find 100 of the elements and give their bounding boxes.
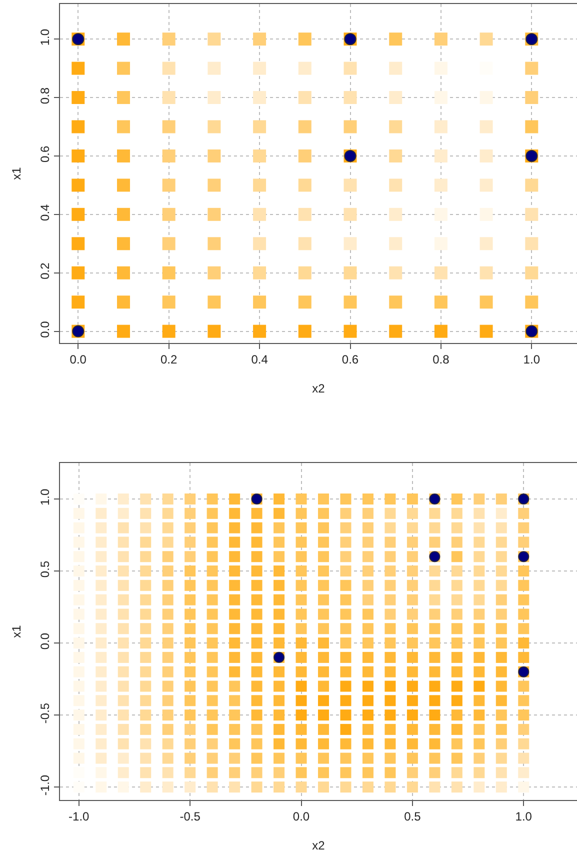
point (296, 680, 307, 692)
y-axis-title: x1 (10, 166, 24, 180)
point (96, 536, 107, 548)
point (253, 208, 266, 221)
point (251, 782, 262, 793)
point (362, 494, 374, 504)
point (118, 566, 129, 577)
point (140, 767, 152, 778)
point (229, 767, 240, 778)
point (73, 738, 84, 750)
point (73, 710, 84, 721)
point (451, 652, 462, 663)
point (318, 652, 329, 663)
y-tick-label: 0.5 (38, 560, 52, 578)
point (518, 623, 530, 634)
point (434, 32, 448, 46)
point (340, 638, 352, 649)
point (298, 296, 312, 309)
point (434, 208, 448, 221)
point (296, 652, 307, 663)
point (384, 710, 396, 721)
point (474, 522, 485, 534)
point (118, 623, 129, 634)
point (96, 724, 107, 735)
x-tick-label: -1.0 (68, 809, 90, 824)
point (116, 296, 130, 309)
point (118, 536, 129, 548)
point (96, 638, 107, 649)
point (251, 666, 262, 678)
point (434, 62, 448, 75)
point (340, 594, 352, 606)
point (206, 623, 218, 634)
point (340, 680, 352, 692)
point (298, 266, 312, 280)
point (429, 638, 440, 649)
point (362, 752, 374, 764)
point (429, 666, 440, 678)
point (434, 237, 448, 250)
point (298, 324, 312, 338)
point (474, 638, 485, 649)
point (384, 508, 396, 519)
point (362, 652, 374, 663)
point (384, 738, 396, 750)
point (518, 652, 530, 663)
point (451, 724, 462, 735)
point (406, 508, 418, 519)
y-tick-label: 0.4 (38, 204, 52, 221)
point (96, 623, 107, 634)
point (96, 666, 107, 678)
point (296, 724, 307, 735)
point (384, 695, 396, 706)
point (429, 508, 440, 519)
point (451, 666, 462, 678)
point (96, 494, 107, 504)
point (384, 782, 396, 793)
point (274, 724, 285, 735)
point (384, 536, 396, 548)
point (362, 551, 374, 562)
point (429, 536, 440, 548)
point (73, 782, 84, 793)
point (451, 536, 462, 548)
point (296, 752, 307, 764)
point (73, 594, 84, 606)
point (429, 652, 440, 663)
point (518, 752, 530, 764)
point (451, 494, 462, 504)
point (406, 652, 418, 663)
x-tick-label: 0.5 (404, 809, 422, 824)
point (340, 782, 352, 793)
point (162, 32, 176, 46)
point (496, 522, 507, 534)
point (184, 536, 196, 548)
point (116, 266, 130, 280)
x-axis-title: x2 (312, 838, 326, 852)
x-tick-label: 1.0 (523, 352, 540, 366)
point (406, 724, 418, 735)
point (429, 782, 440, 793)
point (340, 580, 352, 591)
point (518, 536, 530, 548)
point (73, 680, 84, 692)
y-tick-label: 0.6 (38, 146, 52, 163)
point (318, 494, 329, 504)
point (73, 666, 84, 678)
point (184, 551, 196, 562)
point (184, 638, 196, 649)
point (496, 508, 507, 519)
point (384, 494, 396, 504)
point (406, 710, 418, 721)
point (296, 666, 307, 678)
point (96, 738, 107, 750)
point (389, 62, 402, 75)
point (362, 782, 374, 793)
point (429, 522, 440, 534)
point (96, 522, 107, 534)
point (429, 623, 440, 634)
point (451, 680, 462, 692)
point (340, 695, 352, 706)
point (384, 680, 396, 692)
point (118, 551, 129, 562)
point (73, 767, 84, 778)
